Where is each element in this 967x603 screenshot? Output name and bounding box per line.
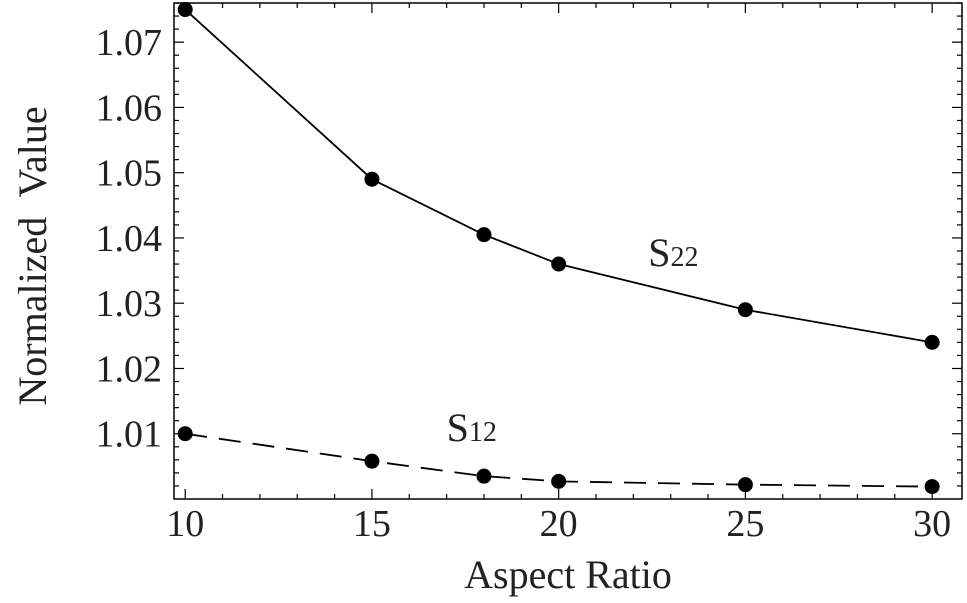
series-label-main: S [648,230,670,275]
series-label-s12: S12 [447,405,497,450]
plot-frame [173,2,963,500]
x-tick-label: 15 [353,503,391,545]
y-tick-label: 1.02 [96,348,163,390]
data-point [924,479,940,495]
data-point [364,453,380,469]
axes [173,2,963,500]
data-point [476,468,492,484]
series-label-sub: 22 [671,242,699,273]
series-label-sub: 12 [469,417,497,448]
x-tick-label: 25 [726,503,764,545]
data-point [737,302,753,318]
data-point [177,426,193,442]
data-point [364,171,380,187]
x-axis-title: Aspect Ratio [464,552,672,597]
y-tick-label: 1.03 [96,283,163,325]
tick-marks [174,2,962,499]
data-point [551,473,567,489]
y-tick-label: 1.07 [96,22,163,64]
series-line-s12 [185,432,933,488]
data-point [177,2,193,18]
y-tick-label: 1.04 [96,218,163,260]
x-tick-label: 30 [913,503,951,545]
tick-labels: 10 15 20 25 30 1.01 1.02 1.03 1.04 1.05 1.06 1.07 [96,22,952,545]
series-label-s22: S22 [648,230,698,275]
data-point [476,227,492,243]
series [177,2,940,495]
series-line-s22 [184,8,933,344]
y-tick-label: 1.01 [96,414,163,456]
x-tick-label: 20 [540,503,578,545]
y-tick-label: 1.06 [96,87,163,129]
y-tick-label: 1.05 [96,153,163,195]
series-label-main: S [447,405,469,450]
y-axis-title: Normalized Value [10,106,55,405]
data-point [737,477,753,493]
x-tick-label: 10 [166,503,204,545]
data-point [924,334,940,350]
data-point [551,256,567,272]
